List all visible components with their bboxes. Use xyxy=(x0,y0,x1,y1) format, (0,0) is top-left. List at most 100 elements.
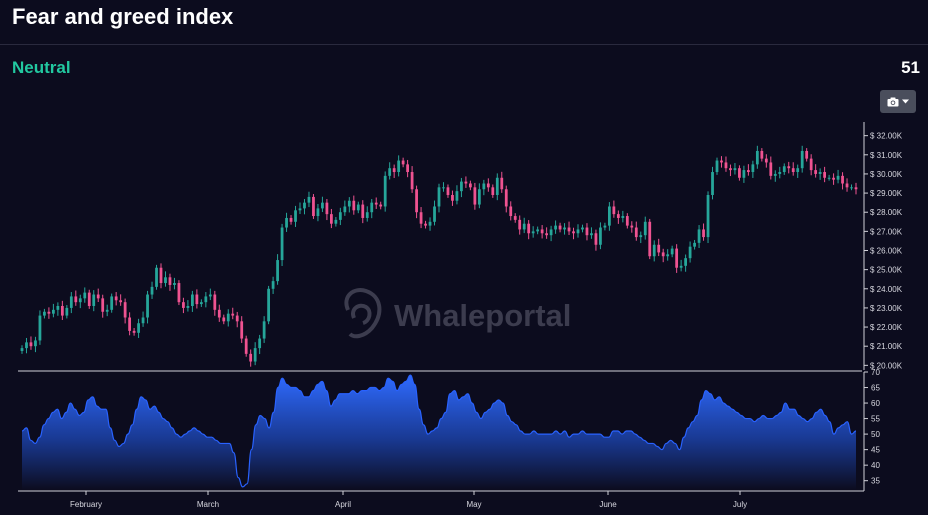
candle-body xyxy=(123,302,127,318)
candle-body xyxy=(262,321,266,339)
candle-body xyxy=(567,227,571,232)
watermark: Whaleportal xyxy=(344,288,571,339)
x-tick-label: February xyxy=(70,500,102,509)
candle-body xyxy=(164,277,167,284)
candle-body xyxy=(572,231,575,234)
candle-body xyxy=(258,338,262,349)
candlestick-series xyxy=(20,145,858,367)
candle-body xyxy=(352,200,356,211)
candle-body xyxy=(715,160,719,173)
caret-down-icon xyxy=(902,99,909,104)
index-tick-label: 65 xyxy=(871,384,880,393)
candle-body xyxy=(666,254,670,257)
candle-body xyxy=(778,172,782,174)
candle-body xyxy=(809,158,813,171)
watermark-logo xyxy=(344,288,382,339)
candle-body xyxy=(78,298,82,303)
candle-body xyxy=(379,204,383,207)
candle-body xyxy=(442,187,445,189)
candle-body xyxy=(630,225,634,228)
candle-body xyxy=(706,194,710,238)
candle-body xyxy=(854,187,858,190)
candle-body xyxy=(388,168,392,176)
candle-body xyxy=(370,202,374,213)
candle-body xyxy=(271,281,275,289)
sentiment-status: Neutral xyxy=(12,58,71,77)
candle-body xyxy=(150,286,154,295)
price-tick-label: $ 22.00K xyxy=(870,323,903,332)
candle-body xyxy=(836,175,840,180)
candle-body xyxy=(128,317,132,331)
candle-body xyxy=(177,283,181,303)
candle-body xyxy=(437,187,441,207)
candle-body xyxy=(460,181,463,192)
snapshot-button[interactable] xyxy=(880,90,916,113)
candle-body xyxy=(119,300,123,303)
candle-body xyxy=(769,162,773,176)
candle-body xyxy=(607,206,611,226)
candle-body xyxy=(657,244,661,253)
candle-body xyxy=(69,296,73,308)
candle-body xyxy=(294,210,297,222)
candle-body xyxy=(531,231,535,234)
candle-body xyxy=(621,216,625,218)
candle-body xyxy=(312,196,315,217)
candle-body xyxy=(612,206,616,215)
candle-body xyxy=(190,294,194,307)
candle-body xyxy=(38,315,42,341)
x-tick-label: March xyxy=(197,500,219,509)
candle-body xyxy=(477,189,481,205)
candle-body xyxy=(204,296,208,303)
candle-body xyxy=(495,177,499,195)
price-tick-label: $ 31.00K xyxy=(870,151,903,160)
candle-body xyxy=(468,183,472,188)
candle-body xyxy=(199,302,203,305)
index-tick-label: 40 xyxy=(871,461,880,470)
candle-body xyxy=(513,216,517,220)
candle-body xyxy=(823,172,827,178)
candle-body xyxy=(182,302,185,308)
price-tick-label: $ 26.00K xyxy=(870,247,903,256)
camera-icon xyxy=(887,97,899,106)
candle-body xyxy=(536,229,540,232)
candle-body xyxy=(146,294,149,318)
candle-body xyxy=(276,260,279,282)
candle-body xyxy=(688,246,692,259)
candle-body xyxy=(307,196,311,203)
candle-body xyxy=(742,170,746,178)
candle-body xyxy=(729,168,732,171)
x-tick-label: June xyxy=(599,500,617,509)
candle-body xyxy=(451,194,454,201)
candle-body xyxy=(670,248,674,255)
candle-body xyxy=(87,292,91,307)
candle-body xyxy=(634,227,638,238)
candle-body xyxy=(383,175,387,207)
candle-body xyxy=(433,206,436,222)
candle-body xyxy=(231,313,235,316)
candle-body xyxy=(679,265,683,268)
candle-body xyxy=(738,168,741,178)
candle-body xyxy=(773,173,777,176)
x-tick-label: April xyxy=(335,500,351,509)
candle-body xyxy=(401,160,405,165)
candle-body xyxy=(464,181,468,184)
candle-body xyxy=(56,306,60,310)
candle-body xyxy=(787,166,791,169)
candle-body xyxy=(298,208,302,211)
candle-body xyxy=(733,168,737,171)
candle-body xyxy=(137,323,140,333)
candle-body xyxy=(347,200,351,207)
x-tick-label: July xyxy=(733,500,747,509)
candle-body xyxy=(285,217,288,228)
index-tick-label: 60 xyxy=(871,399,880,408)
price-axis: $ 20.00K $ 21.00K $ 22.00K $ 23.00K $ 24.00K… xyxy=(863,122,903,370)
candle-body xyxy=(397,160,401,173)
candle-body xyxy=(702,229,705,238)
x-axis: February March April May June July xyxy=(70,491,747,509)
candle-body xyxy=(720,160,723,163)
index-tick-label: 45 xyxy=(871,446,880,455)
candle-body xyxy=(800,150,804,169)
candle-body xyxy=(832,177,835,180)
candle-body xyxy=(29,342,33,347)
